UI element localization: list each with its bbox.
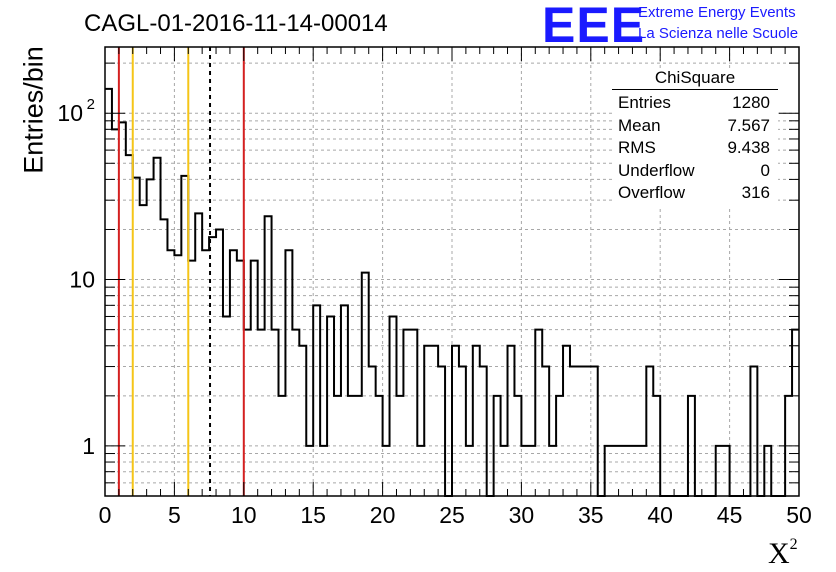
stats-value: 0 (760, 160, 770, 180)
eee-logo: EEE (542, 0, 646, 53)
x-tick-label: 20 (370, 502, 396, 528)
stats-value: 316 (741, 183, 770, 202)
logo-line-1: Extreme Energy Events (638, 4, 796, 21)
stats-value: 9.438 (727, 138, 770, 157)
stats-value: 7.567 (727, 115, 770, 135)
x-tick-label: 25 (439, 502, 465, 528)
stats-row: Overflow 316 (612, 183, 778, 206)
x-tick-label: 0 (99, 502, 112, 528)
stats-box: ChiSquare Entries 1280 Mean 7.567 RMS 9.438… (612, 68, 778, 206)
reference-lines (117, 47, 245, 496)
y-tick-label: 10 (57, 100, 83, 126)
x-tick-label: 30 (509, 502, 535, 528)
stats-label: Entries (618, 93, 671, 112)
stats-label: Overflow (618, 183, 686, 202)
x-tick-label: 10 (231, 502, 257, 528)
x-axis-label-main: X (768, 537, 790, 570)
x-tick-label: 15 (300, 502, 326, 528)
x-tick-label: 45 (717, 502, 743, 528)
stats-row: RMS 9.438 (612, 138, 778, 161)
stats-label: RMS (618, 138, 656, 157)
x-tick-label: 35 (578, 502, 604, 528)
y-tick-exponent: 2 (87, 96, 95, 113)
stats-label: Mean (618, 115, 661, 135)
stats-row: Underflow 0 (612, 161, 778, 184)
y-axis-label: Entries/bin (18, 46, 49, 174)
x-tick-label: 50 (786, 502, 812, 528)
x-tick-label: 5 (168, 502, 181, 528)
stats-value: 1280 (732, 93, 770, 112)
x-axis-label-exponent: 2 (789, 536, 798, 553)
stats-row: Mean 7.567 (612, 116, 778, 139)
stats-title: ChiSquare (612, 68, 778, 90)
y-tick-label: 10 (69, 267, 95, 293)
axes-frame (104, 46, 800, 497)
stats-row: Entries 1280 (612, 93, 778, 116)
x-tick-label: 40 (647, 502, 673, 528)
logo-line-2: La Scienza nelle Scuole (638, 25, 799, 42)
stats-label: Underflow (618, 160, 695, 180)
y-tick-label: 1 (82, 433, 95, 459)
chart-title: CAGL-01-2016-11-14-00014 (84, 10, 388, 37)
x-axis-label: X2 (768, 536, 798, 571)
